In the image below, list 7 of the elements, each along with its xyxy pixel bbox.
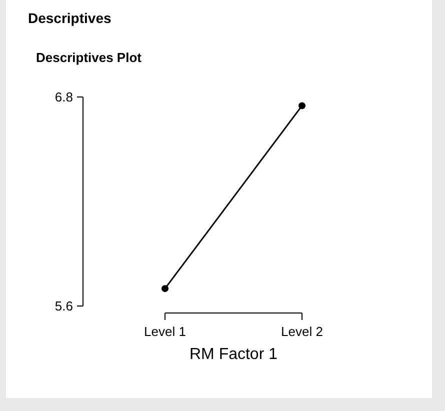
y-tick-label: 5.6 (54, 298, 73, 314)
x-axis-title: RM Factor 1 (189, 346, 278, 363)
y-tick-label: 6.8 (54, 90, 73, 105)
chart-subtitle: Descriptives Plot (36, 50, 142, 65)
x-tick-label: Level 1 (144, 324, 186, 339)
x-tick-label: Level 2 (281, 324, 323, 339)
chart-title: Descriptives (28, 10, 112, 26)
